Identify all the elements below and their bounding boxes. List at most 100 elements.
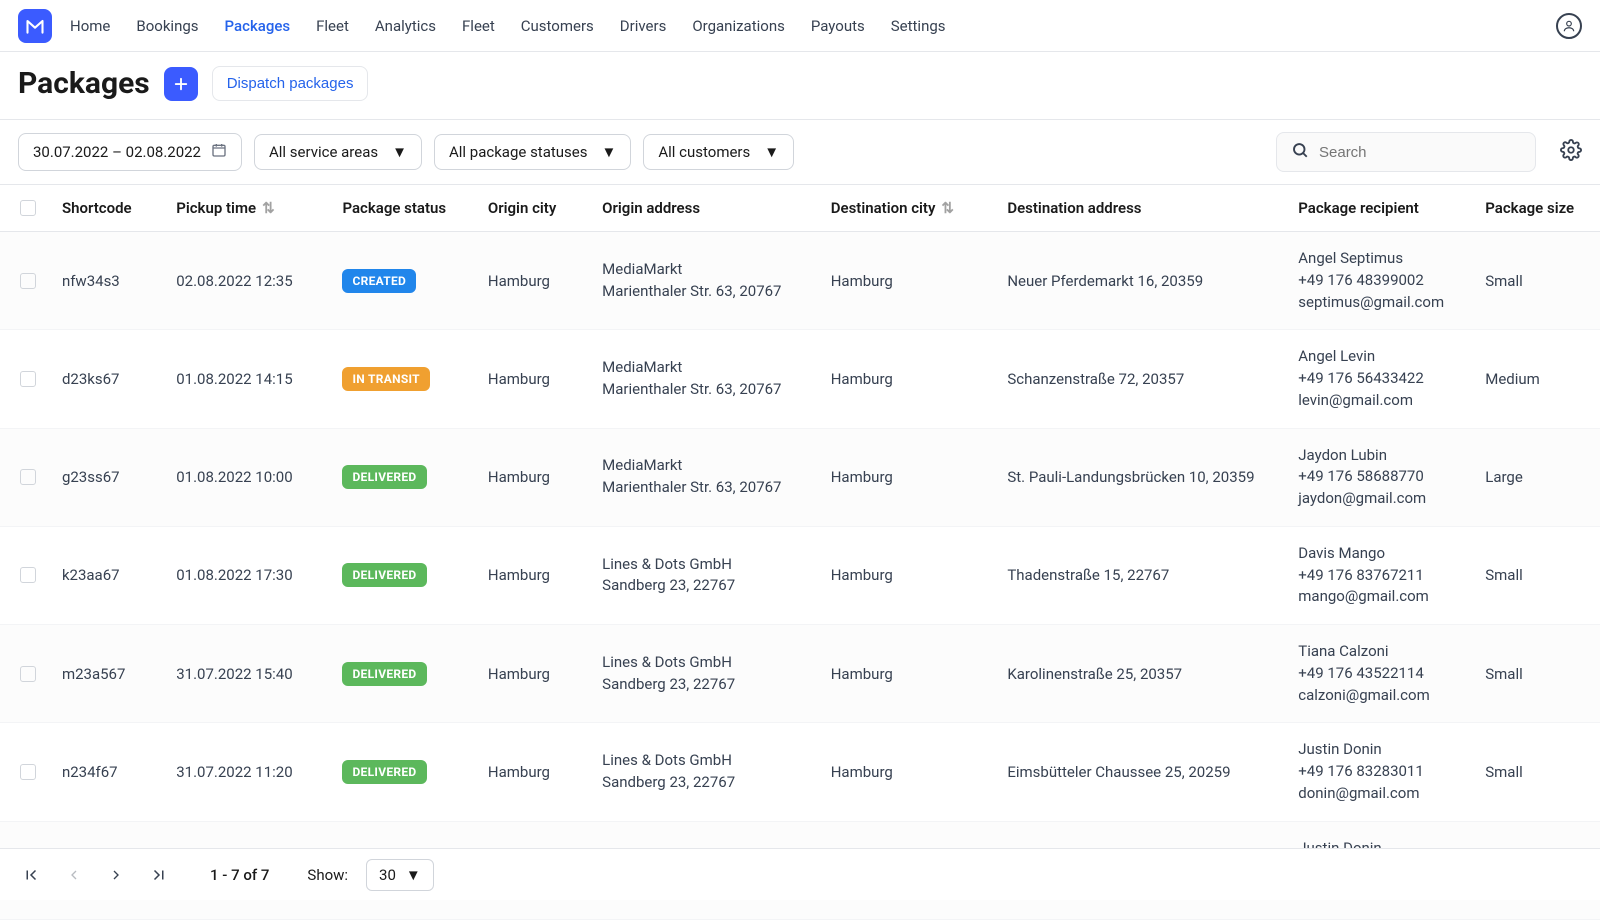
- sort-icon: ⇅: [941, 199, 954, 217]
- pagination-range: 1 - 7 of 7: [210, 866, 269, 884]
- cell-origin-city: Hamburg: [478, 330, 592, 428]
- profile-icon[interactable]: [1556, 13, 1582, 39]
- row-checkbox[interactable]: [20, 567, 36, 583]
- col-package-recipient[interactable]: Package recipient: [1288, 185, 1475, 232]
- package-status-value: All package statuses: [449, 143, 588, 161]
- cell-origin-city: Hamburg: [478, 526, 592, 624]
- nav-links: Home Bookings Packages Fleet Analytics Fleet C…: [70, 17, 1556, 35]
- col-origin-address[interactable]: Origin address: [592, 185, 821, 232]
- col-package-status[interactable]: Package status: [332, 185, 477, 232]
- cell-destination-address: St. Pauli-Landungsbrücken 10, 20359: [997, 428, 1288, 526]
- nav-link-fleet[interactable]: Fleet: [462, 17, 495, 35]
- next-page-button[interactable]: [104, 863, 128, 887]
- select-all-checkbox[interactable]: [20, 200, 36, 216]
- cell-size: Small: [1475, 232, 1600, 330]
- table-row[interactable]: k23aa6701.08.2022 17:30DELIVEREDHamburgL…: [0, 526, 1600, 624]
- top-nav: Home Bookings Packages Fleet Analytics Fleet C…: [0, 0, 1600, 52]
- cell-destination-city: Hamburg: [821, 526, 998, 624]
- cell-destination-city: Hamburg: [821, 428, 998, 526]
- row-checkbox[interactable]: [20, 666, 36, 682]
- cell-origin-city: Hamburg: [478, 232, 592, 330]
- last-page-button[interactable]: [146, 862, 172, 888]
- cell-pickup: 01.08.2022 17:30: [166, 526, 332, 624]
- pagination-bar: 1 - 7 of 7 Show: 30 ▼: [0, 848, 1600, 900]
- col-pickup-time[interactable]: Pickup time⇅: [166, 185, 332, 232]
- service-area-filter[interactable]: All service areas ▼: [254, 134, 422, 170]
- cell-recipient: Tiana Calzoni+49 176 43522114calzoni@gma…: [1288, 625, 1475, 723]
- nav-link-packages[interactable]: Packages: [225, 17, 291, 35]
- date-range-value: 30.07.2022 – 02.08.2022: [33, 143, 201, 161]
- app-logo[interactable]: [18, 9, 52, 43]
- nav-link-home[interactable]: Home: [70, 17, 110, 35]
- col-package-size[interactable]: Package size: [1475, 185, 1600, 232]
- table-row[interactable]: d23ks6701.08.2022 14:15IN TRANSITHamburg…: [0, 330, 1600, 428]
- col-destination-city[interactable]: Destination city⇅: [821, 185, 998, 232]
- cell-destination-address: Thadenstraße 15, 22767: [997, 526, 1288, 624]
- cell-origin-address: MediaMarktMarienthaler Str. 63, 20767: [592, 330, 821, 428]
- row-checkbox[interactable]: [20, 273, 36, 289]
- nav-link-fleet[interactable]: Fleet: [316, 17, 349, 35]
- cell-pickup: 02.08.2022 12:35: [166, 232, 332, 330]
- cell-size: Small: [1475, 625, 1600, 723]
- cell-size: Small: [1475, 723, 1600, 821]
- cell-size: Medium: [1475, 330, 1600, 428]
- row-checkbox[interactable]: [20, 371, 36, 387]
- cell-pickup: 31.07.2022 15:40: [166, 625, 332, 723]
- search-input[interactable]: [1319, 144, 1521, 161]
- dispatch-packages-button[interactable]: Dispatch packages: [212, 66, 369, 101]
- table-row[interactable]: g23ss6701.08.2022 10:00DELIVEREDHamburgM…: [0, 428, 1600, 526]
- row-checkbox[interactable]: [20, 764, 36, 780]
- filters-bar: 30.07.2022 – 02.08.2022 All service area…: [0, 120, 1600, 185]
- cell-destination-city: Hamburg: [821, 625, 998, 723]
- service-area-value: All service areas: [269, 143, 378, 161]
- cell-shortcode: m23a567: [52, 625, 166, 723]
- nav-link-organizations[interactable]: Organizations: [692, 17, 785, 35]
- nav-link-analytics[interactable]: Analytics: [375, 17, 436, 35]
- col-shortcode[interactable]: Shortcode: [52, 185, 166, 232]
- sort-icon: ⇅: [262, 199, 275, 217]
- package-status-filter[interactable]: All package statuses ▼: [434, 134, 631, 170]
- cell-destination-address: Karolinenstraße 25, 20357: [997, 625, 1288, 723]
- date-range-filter[interactable]: 30.07.2022 – 02.08.2022: [18, 133, 242, 171]
- per-page-select[interactable]: 30 ▼: [366, 859, 434, 891]
- row-checkbox[interactable]: [20, 469, 36, 485]
- nav-link-drivers[interactable]: Drivers: [620, 17, 667, 35]
- cell-shortcode: k23aa67: [52, 526, 166, 624]
- status-badge: CREATED: [342, 269, 416, 293]
- prev-page-button[interactable]: [62, 863, 86, 887]
- cell-origin-address: Lines & Dots GmbHSandberg 23, 22767: [592, 625, 821, 723]
- cell-origin-city: Hamburg: [478, 428, 592, 526]
- nav-link-settings[interactable]: Settings: [891, 17, 946, 35]
- cell-size: Small: [1475, 526, 1600, 624]
- status-badge: DELIVERED: [342, 465, 426, 489]
- cell-destination-city: Hamburg: [821, 232, 998, 330]
- settings-icon[interactable]: [1560, 139, 1582, 165]
- cell-shortcode: n234f67: [52, 723, 166, 821]
- cell-recipient: Angel Levin+49 176 56433422levin@gmail.c…: [1288, 330, 1475, 428]
- cell-origin-address: MediaMarktMarienthaler Str. 63, 20767: [592, 428, 821, 526]
- cell-destination-address: Eimsbütteler Chaussee 25, 20259: [997, 723, 1288, 821]
- nav-link-bookings[interactable]: Bookings: [136, 17, 198, 35]
- chevron-down-icon: ▼: [392, 143, 407, 161]
- first-page-button[interactable]: [18, 862, 44, 888]
- cell-origin-address: Lines & Dots GmbHSandberg 23, 22767: [592, 526, 821, 624]
- cell-recipient: Jaydon Lubin+49 176 58688770jaydon@gmail…: [1288, 428, 1475, 526]
- cell-origin-city: Hamburg: [478, 625, 592, 723]
- table-row[interactable]: nfw34s302.08.2022 12:35CREATEDHamburgMed…: [0, 232, 1600, 330]
- table-row[interactable]: n234f6731.07.2022 11:20DELIVEREDHamburgL…: [0, 723, 1600, 821]
- search-box[interactable]: [1276, 132, 1536, 172]
- col-origin-city[interactable]: Origin city: [478, 185, 592, 232]
- chevron-down-icon: ▼: [406, 866, 421, 884]
- col-destination-address[interactable]: Destination address: [997, 185, 1288, 232]
- nav-link-customers[interactable]: Customers: [521, 17, 594, 35]
- nav-link-payouts[interactable]: Payouts: [811, 17, 865, 35]
- page-title: Packages: [18, 66, 150, 101]
- customer-filter[interactable]: All customers ▼: [643, 134, 794, 170]
- show-label: Show:: [307, 866, 348, 884]
- status-badge: IN TRANSIT: [342, 367, 429, 391]
- packages-table: Shortcode Pickup time⇅ Package status Or…: [0, 185, 1600, 920]
- add-package-button[interactable]: [164, 67, 198, 101]
- cell-pickup: 01.08.2022 10:00: [166, 428, 332, 526]
- table-row[interactable]: m23a56731.07.2022 15:40DELIVEREDHamburgL…: [0, 625, 1600, 723]
- cell-destination-address: Schanzenstraße 72, 20357: [997, 330, 1288, 428]
